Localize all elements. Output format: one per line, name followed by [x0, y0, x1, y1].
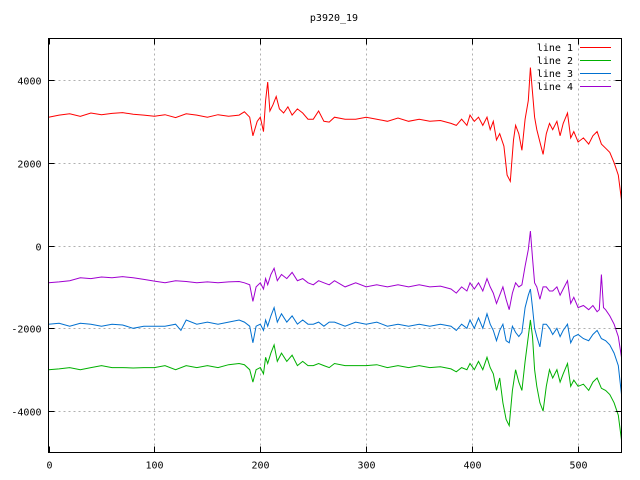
legend: line 1 line 2 line 3 line 4	[537, 43, 611, 93]
x-tick-label: 400	[463, 461, 481, 472]
y-tick-label: 0	[35, 243, 41, 254]
y-tick-label: 4000	[17, 77, 41, 88]
series-line-1	[48, 67, 622, 201]
plot-frame	[48, 38, 622, 453]
series-line-4	[48, 230, 622, 358]
grid-layer	[48, 38, 622, 453]
series-line-2	[48, 319, 622, 441]
legend-label: line 1	[537, 43, 573, 54]
x-tick-label: 0	[46, 461, 52, 472]
series-layer	[48, 67, 622, 441]
legend-label: line 3	[537, 69, 573, 80]
x-tick-label: 500	[569, 461, 587, 472]
x-tick-label: 100	[145, 461, 163, 472]
y-tick-label: -2000	[11, 325, 41, 336]
x-tick-label: 300	[357, 461, 375, 472]
tick-layer: 0 100 200 300 400 500 -4000 -2000 0 2000 4000	[11, 38, 622, 472]
chart-title: p3920_19	[310, 13, 358, 24]
legend-label: line 2	[537, 56, 573, 67]
y-tick-label: -4000	[11, 408, 41, 419]
series-line-3	[48, 288, 622, 395]
x-tick-label: 200	[251, 461, 269, 472]
y-tick-label: 2000	[17, 160, 41, 171]
legend-label: line 4	[537, 82, 573, 93]
